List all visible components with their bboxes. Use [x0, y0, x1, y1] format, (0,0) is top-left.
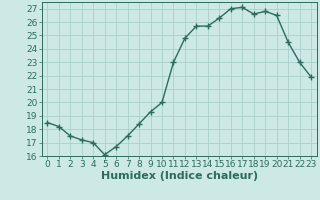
- X-axis label: Humidex (Indice chaleur): Humidex (Indice chaleur): [100, 171, 258, 181]
